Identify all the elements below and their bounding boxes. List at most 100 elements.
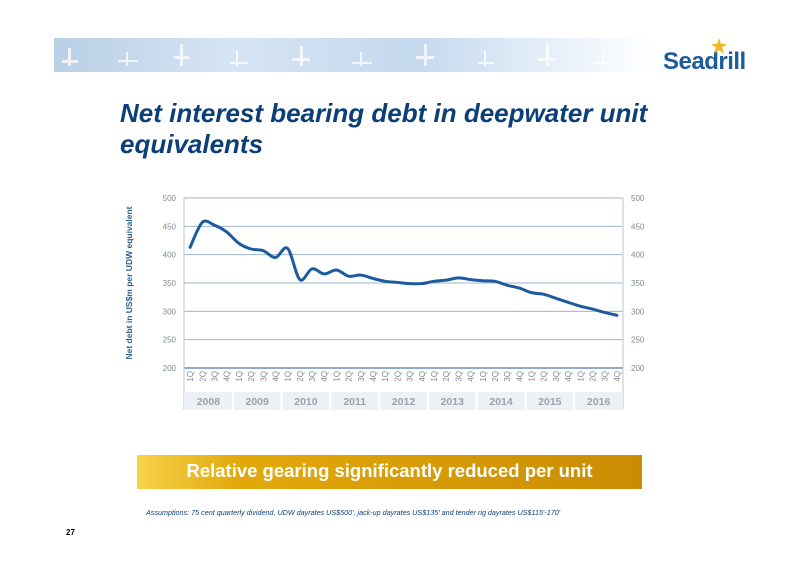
y-tick-label-right: 350: [631, 279, 645, 288]
x-tick-label: 4Q: [223, 371, 232, 382]
seadrill-logo: Seadrill: [663, 48, 746, 75]
x-tick-label: 2Q: [198, 371, 207, 382]
y-tick-label-right: 300: [631, 307, 645, 316]
data-point: [262, 249, 265, 252]
data-point: [189, 246, 191, 249]
data-point: [445, 279, 447, 281]
x-tick-label: 2Q: [247, 371, 256, 382]
y-tick-label-left: 200: [163, 364, 177, 373]
data-point: [299, 278, 301, 281]
y-tick-label-left: 400: [163, 251, 177, 260]
y-tick-label-right: 200: [631, 364, 645, 373]
data-point: [335, 269, 338, 271]
debt-line-chart: 200 200 250 250 300 300 350 350 400 400 450 450 500 5…: [124, 194, 645, 410]
x-tick-label: 4Q: [271, 371, 280, 382]
assumptions-footnote: Assumptions: 75 cent quarterly dividend,…: [146, 508, 561, 517]
y-tick-label-left: 350: [163, 279, 177, 288]
data-point: [408, 282, 411, 285]
year-label: 2016: [587, 396, 611, 408]
data-point: [360, 274, 362, 276]
data-point: [396, 281, 399, 284]
x-tick-label: 2Q: [442, 371, 451, 382]
x-tick-label: 1Q: [235, 371, 244, 382]
x-tick-label: 1Q: [284, 371, 293, 382]
x-tick-label: 4Q: [467, 371, 476, 382]
chart-grid: [183, 197, 624, 369]
x-tick-label: 3Q: [454, 371, 463, 382]
x-tick-label: 2Q: [540, 371, 549, 382]
page-number: 27: [66, 528, 75, 537]
data-point: [603, 311, 606, 314]
x-tick-label: 4Q: [320, 371, 329, 382]
data-point: [506, 284, 508, 287]
x-tick-label: 2Q: [296, 371, 305, 382]
net-debt-series-line: [188, 219, 619, 317]
data-point: [347, 275, 350, 277]
data-point: [494, 280, 496, 283]
data-point: [372, 277, 374, 280]
x-tick-label: 3Q: [357, 371, 366, 382]
data-point: [567, 301, 569, 304]
year-label: 2008: [197, 396, 221, 408]
callout-text: Relative gearing significantly reduced p…: [186, 460, 593, 481]
year-label: 2013: [441, 396, 465, 408]
x-tick-label: 1Q: [479, 371, 488, 382]
data-point: [238, 242, 240, 245]
data-point: [433, 280, 435, 283]
x-tick-label: 4Q: [369, 371, 378, 382]
data-point: [457, 277, 460, 279]
x-tick-label: 4Q: [418, 371, 427, 382]
y-tick-label-right: 450: [631, 222, 645, 231]
year-label: 2009: [245, 396, 269, 408]
star-icon: [711, 38, 727, 54]
chart-series: [188, 219, 619, 317]
year-label: 2010: [294, 396, 318, 408]
x-tick-label: 3Q: [210, 371, 219, 382]
y-axis-title: Net debt in US$m per UDW equivalent: [124, 206, 134, 359]
x-tick-label: 1Q: [528, 371, 537, 382]
y-tick-label-right: 500: [631, 194, 645, 203]
data-point: [323, 273, 326, 275]
data-point: [579, 305, 582, 308]
chart-tick-labels: 200 200 250 250 300 300 350 350 400 400 450 450 500 5…: [124, 194, 645, 408]
chart-axes: [183, 198, 624, 410]
data-point: [542, 293, 545, 296]
x-tick-label: 1Q: [576, 371, 585, 382]
x-tick-label: 2Q: [393, 371, 402, 382]
data-point: [286, 247, 289, 250]
x-tick-label: 1Q: [186, 371, 195, 382]
data-point: [420, 282, 423, 285]
x-tick-label: 2Q: [345, 371, 354, 382]
rig-silhouettes: [62, 44, 612, 66]
data-point: [213, 224, 216, 226]
data-point: [384, 280, 387, 283]
y-tick-label-left: 500: [163, 194, 177, 203]
y-tick-label-left: 450: [163, 222, 177, 231]
x-tick-label: 4Q: [564, 371, 573, 382]
data-point: [225, 231, 228, 233]
data-point: [518, 287, 521, 289]
header-banner: [54, 38, 652, 72]
data-point: [530, 291, 533, 294]
year-label: 2012: [392, 396, 416, 408]
data-point: [555, 297, 557, 300]
x-tick-label: 2Q: [491, 371, 500, 382]
x-tick-label: 2Q: [589, 371, 598, 382]
x-tick-label: 4Q: [515, 371, 524, 382]
data-point: [201, 221, 204, 224]
data-point: [616, 314, 618, 317]
y-tick-label-right: 400: [631, 251, 645, 260]
year-label: 2011: [343, 396, 366, 408]
callout-banner: Relative gearing significantly reduced p…: [137, 455, 642, 489]
data-point: [274, 256, 277, 259]
year-band: [184, 392, 623, 410]
data-point: [250, 248, 252, 250]
x-tick-label: 3Q: [308, 371, 317, 382]
x-tick-label: 3Q: [552, 371, 561, 382]
year-label: 2014: [489, 396, 513, 408]
data-point: [591, 308, 594, 310]
x-tick-label: 3Q: [259, 371, 268, 382]
y-tick-label-right: 250: [631, 336, 645, 345]
x-tick-label: 3Q: [503, 371, 512, 382]
y-tick-label-left: 250: [163, 336, 177, 345]
